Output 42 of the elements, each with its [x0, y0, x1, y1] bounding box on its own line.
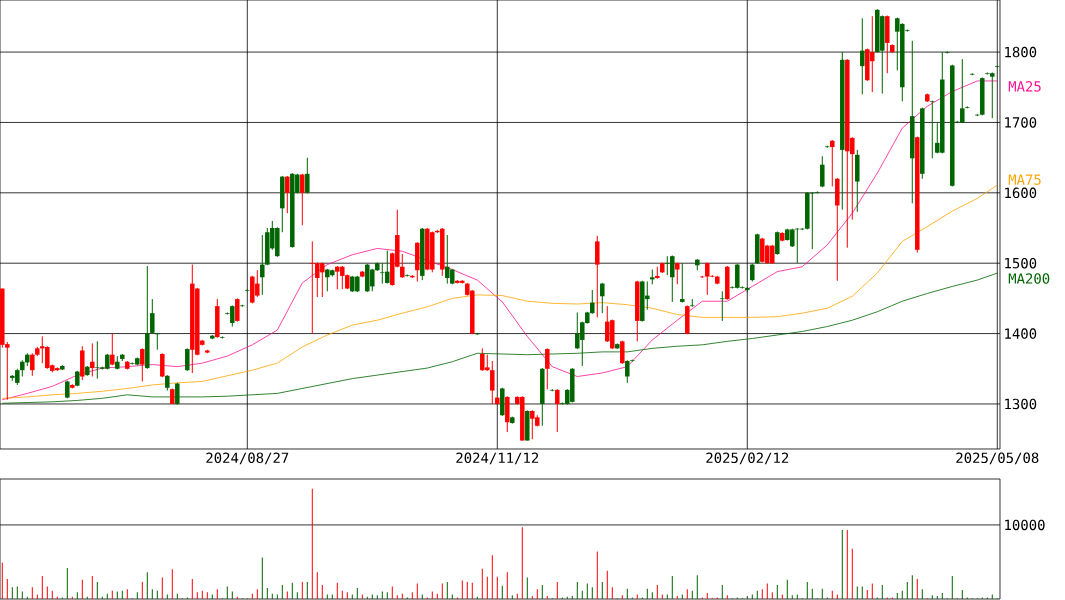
series-label: MA75 [1008, 174, 1041, 185]
candlestick [680, 262, 685, 304]
candlestick [830, 139, 835, 187]
x-tick-label: 2025/02/12 [706, 452, 789, 465]
candlestick [625, 359, 630, 384]
series-label: MA200 [1008, 273, 1050, 284]
candlestick [860, 17, 865, 95]
candlestick [305, 157, 310, 195]
y-tick-label: 1500 [1005, 257, 1037, 269]
candlestick [930, 100, 935, 159]
y-tick-label: 1800 [1005, 46, 1037, 58]
x-tick-label: 2024/08/27 [206, 452, 289, 465]
candlestick [545, 347, 550, 390]
candlestick [820, 155, 825, 188]
candlestick [90, 342, 95, 378]
x-tick-label: 2024/11/12 [456, 452, 539, 465]
candlestick [815, 190, 820, 195]
candlestick [555, 388, 560, 433]
y-tick-label: 1400 [1005, 328, 1037, 339]
candlestick [260, 234, 265, 296]
y-tick-label: 1700 [1005, 117, 1037, 128]
line-series [1, 80, 998, 401]
y-tick-label: 10000 [1005, 519, 1045, 531]
candlestick [600, 282, 605, 314]
candlestick [675, 262, 680, 285]
candlestick [400, 253, 405, 279]
y-tick-label: 1600 [1005, 187, 1037, 199]
candlestick [235, 297, 240, 323]
candlestick [300, 173, 305, 226]
candlestick [150, 298, 155, 335]
candlestick [285, 175, 290, 214]
series-label: MA25 [1008, 81, 1041, 92]
candlestick [595, 235, 600, 318]
y-tick-label: 1300 [1005, 398, 1037, 410]
candlestick [960, 58, 965, 124]
candlestick [720, 290, 725, 322]
candlestick [185, 347, 190, 372]
candlestick [140, 347, 145, 382]
candlestick [490, 360, 495, 405]
x-tick-label: 2025/05/08 [956, 452, 1039, 465]
candlestick [30, 352, 35, 377]
candlestick [110, 333, 115, 366]
